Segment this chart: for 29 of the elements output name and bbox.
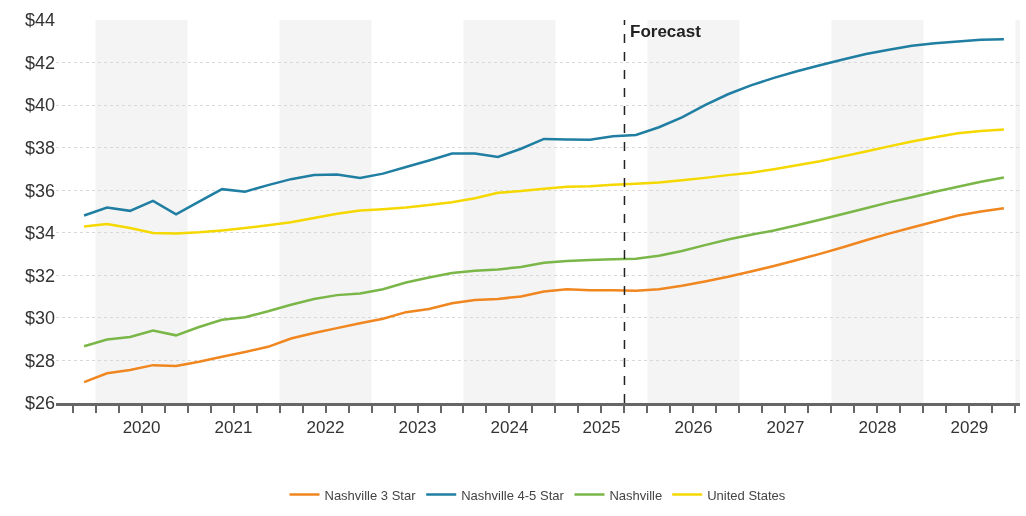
x-tick-label: 2026 xyxy=(674,418,713,438)
y-tick-label: $26 xyxy=(24,393,55,414)
y-tick-label: $28 xyxy=(24,350,55,371)
x-tick-label: 2023 xyxy=(398,418,437,438)
line-series xyxy=(82,207,1006,384)
x-tick-label: 2024 xyxy=(490,418,529,438)
legend-label: Nashville xyxy=(609,487,663,503)
y-tick-label: $44 xyxy=(24,10,55,31)
y-tick-label: $42 xyxy=(24,52,55,73)
y-tick-label: $40 xyxy=(24,95,55,116)
x-tick-label: 2028 xyxy=(858,418,897,438)
legend-label: Nashville 3 Star xyxy=(324,487,417,503)
x-tick-label: 2022 xyxy=(306,418,345,438)
legend-label: Nashville 4-5 Star xyxy=(461,487,565,503)
x-tick-label: 2029 xyxy=(950,418,989,438)
ref-line-label: Forecast xyxy=(630,22,702,41)
y-tick-label: $32 xyxy=(24,265,55,286)
y-tick-label: $30 xyxy=(24,308,55,329)
legend-label: United States xyxy=(707,487,786,503)
y-tick-label: $36 xyxy=(24,180,55,201)
line-series xyxy=(82,37,1006,217)
x-tick-label: 2025 xyxy=(582,418,621,438)
x-tick-label: 2027 xyxy=(766,418,805,438)
y-tick-label: $38 xyxy=(24,137,55,158)
line-series xyxy=(82,128,1006,235)
x-tick-label: 2021 xyxy=(214,418,253,438)
x-tick-label: 2020 xyxy=(122,418,161,438)
line-series xyxy=(82,176,1006,348)
y-tick-label: $34 xyxy=(24,223,55,244)
